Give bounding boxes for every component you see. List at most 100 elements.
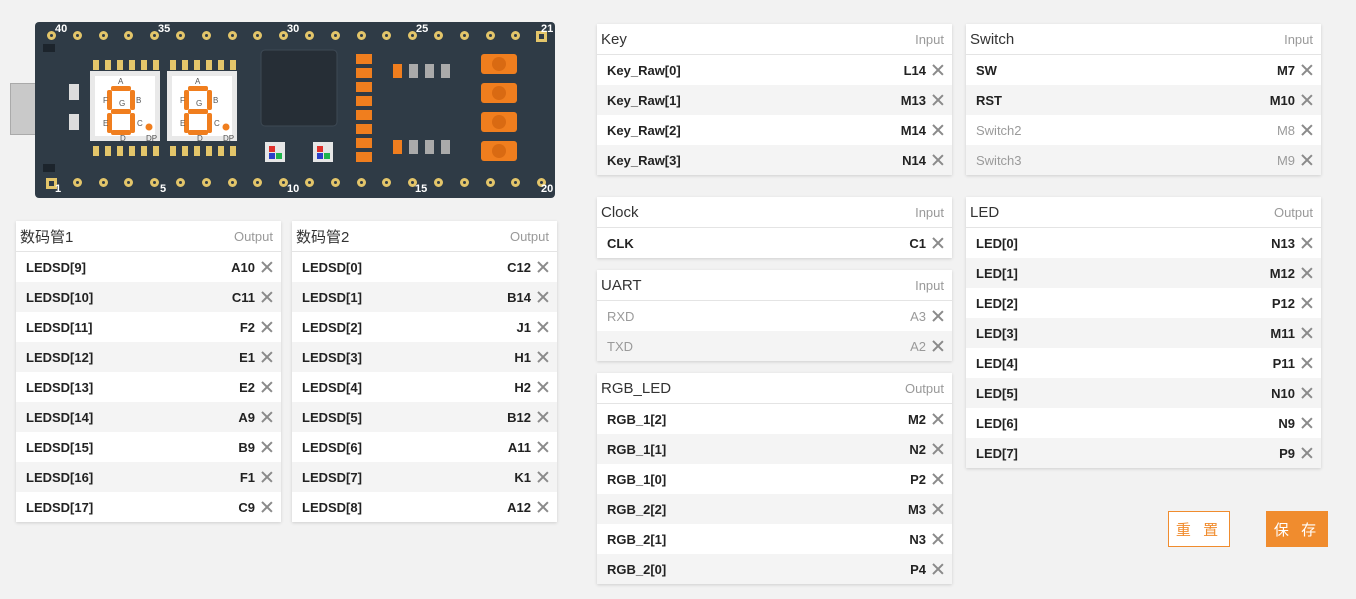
pin-assignment-row: LED[2] P12 (966, 288, 1321, 318)
close-icon[interactable] (1301, 327, 1313, 339)
close-icon[interactable] (932, 503, 944, 515)
close-icon[interactable] (261, 501, 273, 513)
close-icon[interactable] (1301, 154, 1313, 166)
close-icon[interactable] (537, 321, 549, 333)
close-icon[interactable] (932, 154, 944, 166)
close-icon[interactable] (261, 441, 273, 453)
reset-button[interactable]: 重 置 (1168, 511, 1230, 547)
close-icon[interactable] (932, 563, 944, 575)
dip-switch-bottom (393, 140, 450, 154)
pin-assignment-row: LED[1] M12 (966, 258, 1321, 288)
panel-title: Clock (601, 203, 639, 221)
pin-value: F1 (239, 469, 255, 485)
close-icon[interactable] (932, 413, 944, 425)
header-pin (124, 178, 134, 187)
header-pin (98, 178, 108, 187)
pin-value: A12 (507, 499, 531, 515)
seven-segment-digit-2 (167, 60, 237, 156)
close-icon[interactable] (1301, 64, 1313, 76)
panel-title: 数码管1 (20, 228, 74, 246)
close-icon[interactable] (537, 261, 549, 273)
board-pad (69, 84, 79, 100)
close-icon[interactable] (537, 411, 549, 423)
pin-assignment-row: LEDSD[6] A11 (292, 432, 557, 462)
close-icon[interactable] (932, 237, 944, 249)
close-icon[interactable] (1301, 387, 1313, 399)
seg-letter-c: C (214, 119, 220, 128)
close-icon[interactable] (261, 351, 273, 363)
panel-led: LED Output LED[0] N13 LED[1] M12 LED[2] P12 LED[… (966, 197, 1321, 468)
pin-assignment-row: LEDSD[8] A12 (292, 492, 557, 522)
panel-direction: Output (233, 228, 273, 244)
pin-label-21: 21 (541, 23, 554, 35)
close-icon[interactable] (1301, 417, 1313, 429)
signal-name: LEDSD[13] (26, 379, 94, 395)
signal-name: LED[1] (976, 265, 1018, 281)
signal-name: LEDSD[11] (26, 319, 93, 335)
pin-value: M13 (900, 92, 926, 108)
close-icon[interactable] (537, 381, 549, 393)
close-icon[interactable] (1301, 297, 1313, 309)
close-icon[interactable] (261, 291, 273, 303)
seg-letter-f: F (103, 96, 108, 105)
save-button[interactable]: 保 存 (1266, 511, 1328, 547)
close-icon[interactable] (537, 351, 549, 363)
close-icon[interactable] (932, 443, 944, 455)
pin-assignment-row: LEDSD[15] B9 (16, 432, 281, 462)
panel-header: Key Input (597, 24, 952, 55)
panel-seg1: 数码管1 Output LEDSD[9] A10 LEDSD[10] C11 LEDSD[1… (16, 221, 281, 522)
pin-value: M12 (1269, 265, 1295, 281)
close-icon[interactable] (932, 124, 944, 136)
close-icon[interactable] (261, 411, 273, 423)
signal-name: LEDSD[7] (302, 469, 362, 485)
header-pin (511, 178, 521, 187)
signal-name: LEDSD[4] (302, 379, 362, 395)
close-icon[interactable] (537, 501, 549, 513)
signal-name: Switch3 (976, 152, 1022, 168)
close-icon[interactable] (932, 533, 944, 545)
seg-letter-e: E (103, 119, 108, 128)
close-icon[interactable] (261, 321, 273, 333)
close-icon[interactable] (932, 94, 944, 106)
signal-name: LEDSD[8] (302, 499, 362, 515)
panel-uart: UART Input RXD A3 TXD A2 (597, 270, 952, 361)
pin-value: H2 (514, 379, 531, 395)
close-icon[interactable] (1301, 447, 1313, 459)
header-pin (485, 31, 495, 40)
close-icon[interactable] (1301, 237, 1313, 249)
close-icon[interactable] (1301, 267, 1313, 279)
close-icon[interactable] (261, 471, 273, 483)
pin-value: J1 (516, 319, 531, 335)
close-icon[interactable] (537, 441, 549, 453)
close-icon[interactable] (932, 64, 944, 76)
signal-name: LEDSD[10] (26, 289, 94, 305)
close-icon[interactable] (1301, 124, 1313, 136)
header-pin (408, 178, 418, 187)
signal-name: LEDSD[6] (302, 439, 362, 455)
pin-label-40: 40 (55, 23, 68, 35)
seg-letter-d: D (120, 134, 126, 143)
pin-assignment-row: LED[3] M11 (966, 318, 1321, 348)
signal-name: LEDSD[3] (302, 349, 362, 365)
header-pin (46, 178, 57, 189)
pin-assignment-row: RGB_2[1] N3 (597, 524, 952, 554)
close-icon[interactable] (261, 381, 273, 393)
signal-name: RGB_1[0] (607, 471, 667, 487)
signal-name: LED[3] (976, 325, 1018, 341)
push-buttons (481, 54, 517, 161)
pin-assignment-row: LEDSD[11] F2 (16, 312, 281, 342)
close-icon[interactable] (261, 261, 273, 273)
panel-header: Switch Input (966, 24, 1321, 55)
close-icon[interactable] (932, 340, 944, 352)
close-icon[interactable] (1301, 357, 1313, 369)
close-icon[interactable] (537, 471, 549, 483)
close-icon[interactable] (932, 473, 944, 485)
header-pin (72, 178, 82, 187)
pin-assignment-row: RGB_2[2] M3 (597, 494, 952, 524)
close-icon[interactable] (1301, 94, 1313, 106)
pin-label-25: 25 (416, 23, 429, 35)
signal-name: Key_Raw[2] (607, 122, 681, 138)
seg-letter-b: B (136, 96, 141, 105)
close-icon[interactable] (537, 291, 549, 303)
close-icon[interactable] (932, 310, 944, 322)
